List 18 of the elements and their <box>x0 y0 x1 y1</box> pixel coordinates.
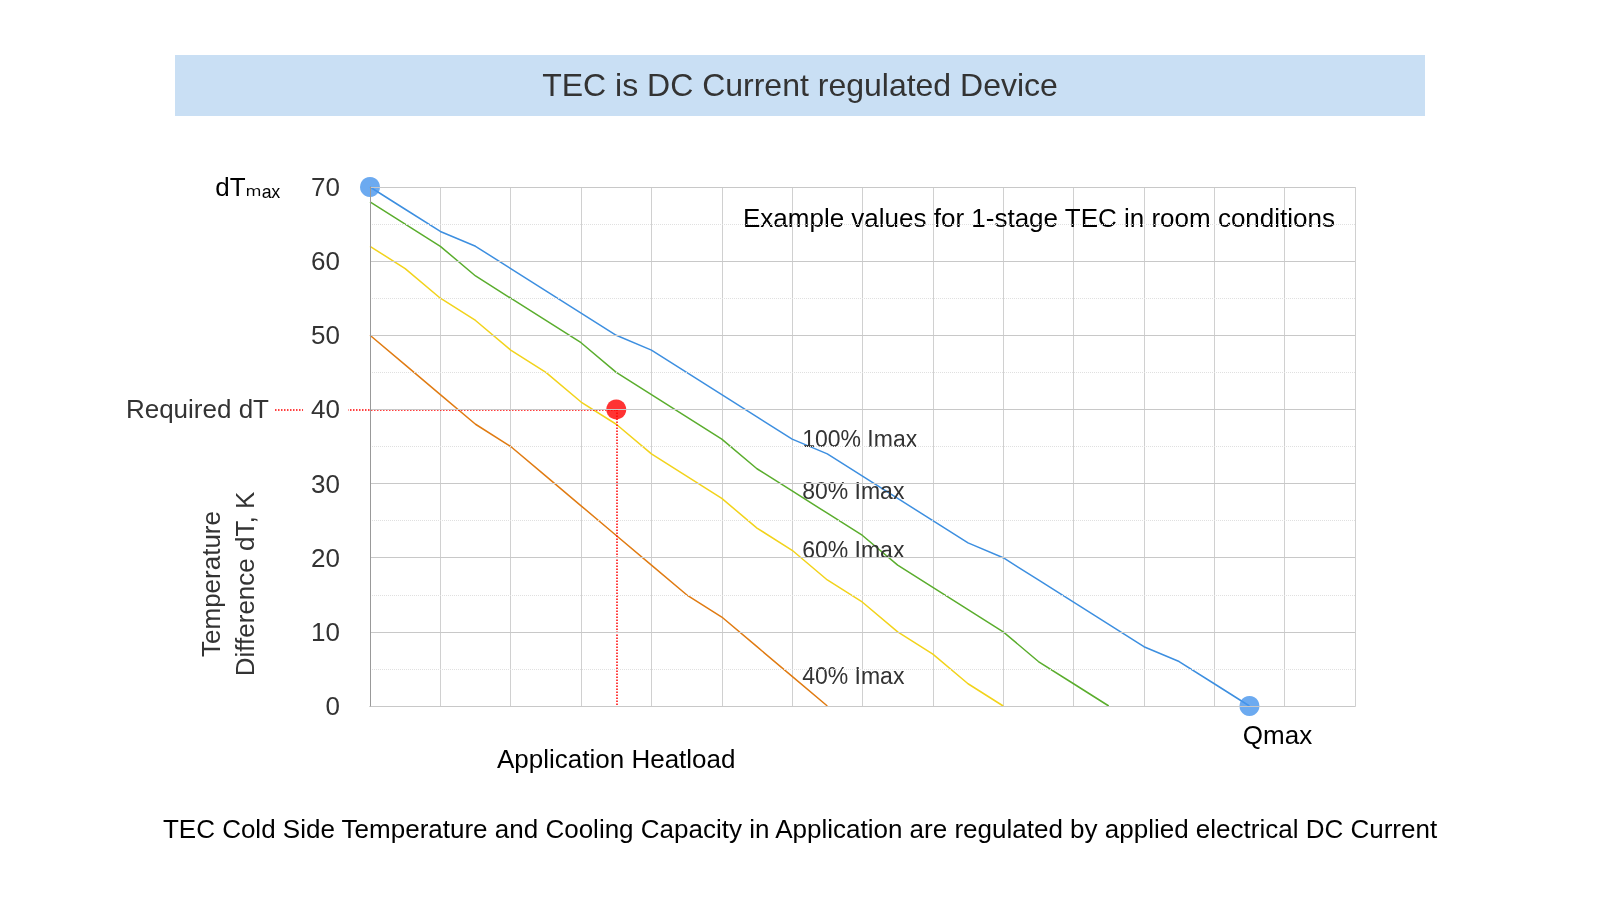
text: Qmax <box>1242 720 1313 750</box>
y-tick-label: 0 <box>325 691 340 721</box>
y-tick-label: 10 <box>311 616 340 647</box>
annotation: Example values for 1-stage TEC in room conditions <box>742 203 1335 233</box>
chart-title: TEC is DC Current regulated Device <box>175 55 1425 116</box>
text: Application Heatload <box>497 744 736 774</box>
y-tick-label: 30 <box>311 468 340 499</box>
y-axis-title: Temperature Difference dT, K <box>196 491 260 677</box>
y-tick-label: 20 <box>311 542 340 573</box>
series-label: 40% Imax <box>802 663 905 690</box>
y-tick-label: 60 <box>311 246 340 277</box>
text: TEC Cold Side Temperature and Cooling Capacity in Application are regulated by applied electrical DC Current <box>162 814 1438 844</box>
ref-line-label: Required dT <box>125 394 270 425</box>
y-tick-label: 40 <box>311 394 340 425</box>
y-tick-label: 70 <box>311 172 340 202</box>
text: dTₘₐₓ <box>215 172 281 202</box>
y-tick-label: 50 <box>311 320 340 351</box>
series-label: 100% Imax <box>802 426 918 453</box>
